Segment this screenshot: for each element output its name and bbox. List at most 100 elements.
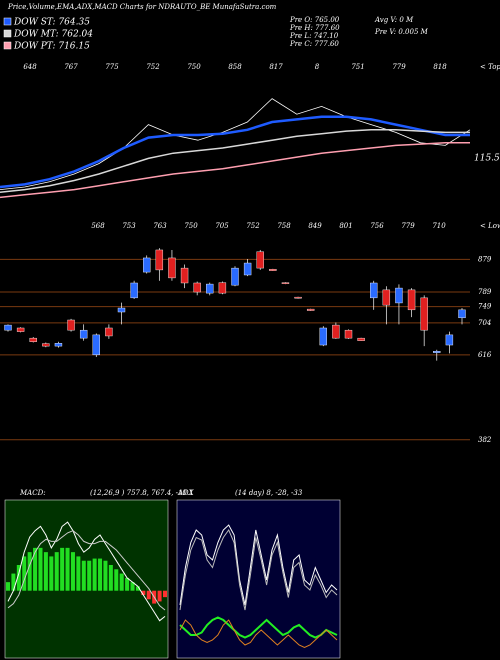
series-line — [179, 528, 338, 611]
y-tick-label: 382 — [478, 436, 492, 444]
candle-body — [29, 337, 37, 342]
top-label: 752 — [146, 63, 160, 71]
candle-body — [382, 289, 391, 306]
candle-body — [281, 282, 290, 284]
series-line — [0, 98, 471, 190]
legend-swatch — [3, 41, 12, 50]
histogram-bar — [76, 556, 81, 591]
candle-body — [193, 282, 201, 293]
histogram-bar — [141, 590, 146, 595]
low-label: 758 — [277, 222, 291, 230]
panel-subtitle: (14 day) 8, -28, -33 — [235, 489, 303, 497]
series-line — [179, 524, 338, 606]
series-line — [7, 530, 166, 611]
histogram-bar — [114, 569, 119, 591]
histogram-bar — [108, 565, 113, 591]
top-label: 750 — [187, 63, 201, 71]
candle-body — [370, 282, 378, 299]
panel-title: MACD: — [19, 489, 46, 497]
low-label: 849 — [308, 222, 322, 230]
low-label: 752 — [246, 222, 260, 230]
candle-body — [407, 289, 416, 311]
candle-body — [218, 282, 227, 294]
candle-body — [332, 324, 340, 339]
histogram-bar — [27, 552, 32, 591]
candle-body — [79, 329, 88, 339]
candle-body — [256, 251, 264, 269]
adx-panel — [176, 499, 341, 659]
histogram-bar — [43, 552, 48, 591]
low-label: 756 — [370, 222, 384, 230]
legend-swatch — [3, 17, 12, 26]
candle-body — [54, 343, 63, 347]
histogram-bar — [130, 582, 135, 591]
histogram-bar — [163, 590, 167, 598]
histogram-bar — [146, 590, 151, 600]
candle-body — [294, 296, 302, 299]
top-label: 775 — [105, 63, 119, 71]
series-line — [0, 115, 470, 189]
top-label: 817 — [269, 63, 283, 71]
top-label: 767 — [64, 63, 78, 71]
histogram-bar — [119, 573, 124, 591]
candle-body — [357, 337, 365, 341]
candle-body — [433, 351, 441, 353]
series-line — [0, 142, 470, 199]
histogram-bar — [49, 556, 54, 591]
candle-body — [4, 324, 12, 331]
last-price: 115.50 — [474, 154, 500, 164]
candle-body — [420, 297, 428, 331]
y-tick-label: 879 — [478, 255, 492, 263]
volume-info: Avg V: 0 M — [374, 16, 414, 24]
info: Pre L: 747.10 — [289, 32, 339, 40]
candle-body — [105, 327, 113, 337]
series-line — [7, 521, 166, 622]
histogram-bar — [135, 586, 140, 591]
top-label: 751 — [351, 63, 364, 71]
histogram-bar — [87, 560, 92, 591]
low-label: 801 — [339, 222, 352, 230]
candle-body — [269, 268, 277, 271]
series-line — [0, 129, 470, 193]
candle-body — [458, 309, 466, 319]
top-label: 8 — [315, 63, 320, 71]
candle-body — [319, 327, 327, 346]
legend-label: DOW MT: 762.04 — [13, 30, 93, 40]
candle-body — [243, 262, 252, 276]
histogram-bar — [6, 582, 10, 591]
info: Pre H: 777.60 — [289, 24, 340, 32]
candle-body — [206, 283, 214, 294]
top-label: 648 — [23, 63, 37, 71]
candle-body — [344, 329, 353, 339]
histogram-bar — [92, 558, 97, 591]
candle-body — [16, 327, 25, 332]
histogram-bar — [103, 560, 108, 591]
candle-body — [306, 308, 315, 311]
candle-body — [445, 334, 454, 346]
legend-label: DOW ST: 764.35 — [13, 18, 90, 28]
histogram-bar — [11, 573, 16, 591]
candle-body — [180, 267, 189, 284]
y-tick-label: 616 — [478, 351, 492, 359]
volume-info: Pre V: 0.005 M — [374, 28, 429, 36]
top-label: 818 — [433, 63, 447, 71]
info: Pre O: 765.00 — [289, 16, 340, 24]
histogram-bar — [157, 590, 162, 602]
candle-body — [155, 249, 164, 271]
series-line — [179, 616, 338, 639]
low-label: 568 — [91, 222, 105, 230]
tops-label: < Tops — [480, 63, 500, 71]
histogram-bar — [81, 560, 86, 591]
low-label: 705 — [215, 222, 229, 230]
candle-body — [42, 343, 50, 347]
y-tick-label: 789 — [478, 288, 492, 296]
candle-body — [231, 267, 239, 286]
histogram-bar — [60, 547, 65, 591]
top-label: 858 — [228, 63, 242, 71]
histogram-bar — [22, 556, 27, 591]
candle-body — [143, 257, 151, 273]
y-tick-label: 749 — [478, 303, 492, 311]
legend-label: DOW PT: 716.15 — [13, 42, 90, 52]
histogram-bar — [70, 552, 75, 591]
